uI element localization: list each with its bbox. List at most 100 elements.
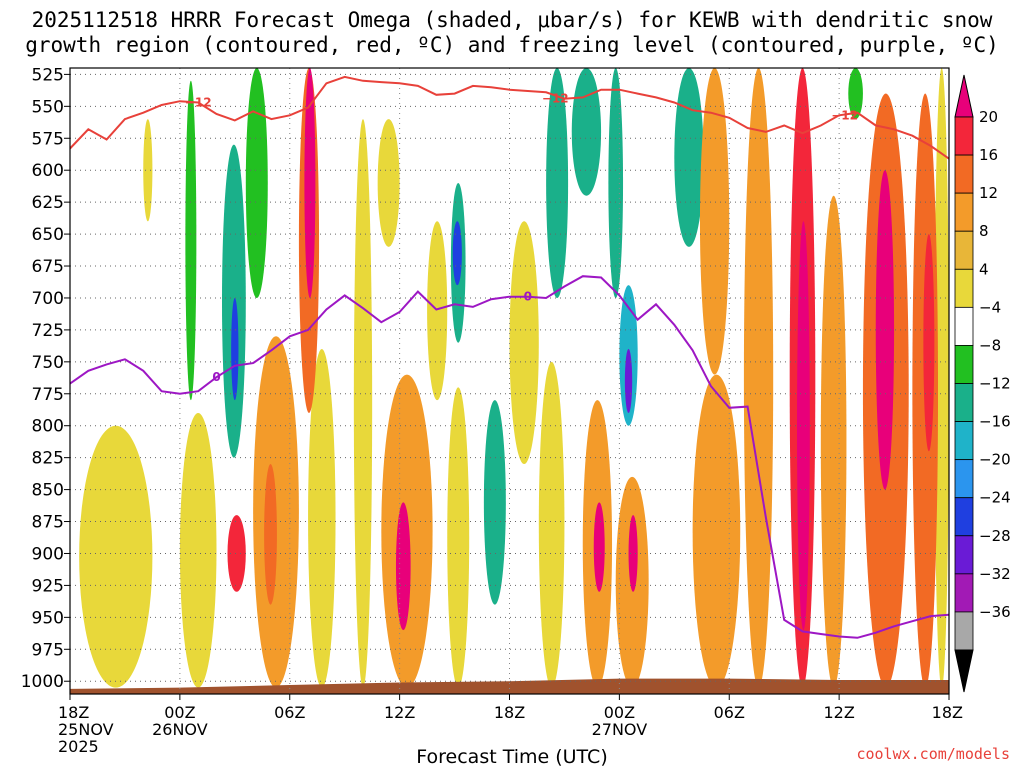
omega-cell [692,374,741,688]
colorbar-top-arrow [954,74,974,118]
omega-cell [628,515,638,592]
omega-cell [546,68,569,298]
omega-cell [264,464,277,605]
y-tick-label: 600 [32,161,64,181]
colorbar-swatch [954,459,974,499]
colorbar-label: −28 [979,527,1011,545]
omega-cell [538,361,565,688]
y-tick-label: 650 [32,225,64,245]
omega-cell [452,221,462,286]
colorbar-bottom-arrow [954,649,974,693]
colorbar-swatch [954,268,974,308]
omega-cell [934,68,949,688]
colorbar-swatch [954,383,974,422]
colorbar-swatch [954,154,974,194]
colorbar-swatch [954,116,974,156]
omega-cell [608,68,624,298]
dendritic-growth-contour [70,75,949,160]
omega-cell [509,221,539,465]
omega-cell [308,349,336,688]
chart-title-line-2: growth region (contoured, red, ºC) and f… [25,33,999,57]
x-tick-label: 12Z [384,703,415,722]
freezing-contour-label: 0 [212,370,220,384]
omega-cell [245,68,268,298]
colorbar-swatch [954,192,974,232]
colorbar-swatch [954,535,974,575]
x-tick-date: 27NOV [592,720,648,739]
colorbar-label: −12 [979,375,1011,393]
omega-cell [624,349,633,413]
dgz-contour-label: −12 [831,108,858,122]
y-tick-label: 850 [32,481,64,501]
x-tick-label: 18Z [932,703,963,722]
colorbar-swatch [954,306,974,346]
omega-cell [304,68,316,298]
freezing-level-contour [70,275,949,639]
omega-cell [848,68,863,120]
dgz-contour-label: −12 [185,95,212,109]
colorbar-label: −24 [979,489,1011,507]
y-tick-label: 750 [32,353,64,373]
omega-cell [571,68,602,196]
y-tick-label: 775 [32,385,64,405]
y-tick-label: 1000 [21,672,64,692]
omega-cell [427,221,448,401]
colorbar-swatch [954,573,974,613]
colorbar-label: −20 [979,451,1011,469]
y-tick-label: 550 [32,97,64,117]
terrain-surface [70,678,949,694]
omega-cell [179,412,217,688]
x-tick-label: 18Z [494,703,525,722]
colorbar-label: −8 [979,336,1001,354]
omega-cell [79,425,153,688]
x-tick-label: 12Z [823,703,854,722]
x-tick-date: 26NOV [152,720,208,739]
y-tick-label: 675 [32,257,64,277]
x-tick-date: 25NOV [58,720,114,739]
freezing-contour-label: 0 [524,290,532,304]
y-tick-label: 575 [32,129,64,149]
omega-cell [143,119,153,222]
colorbar-swatch [954,497,974,537]
colorbar-swatch [954,421,974,461]
colorbar-label: 20 [979,108,998,126]
x-tick-label: 06Z [274,703,305,722]
x-tick-label: 00Z [604,703,635,722]
y-tick-label: 975 [32,640,64,660]
omega-cell [699,68,730,375]
colorbar-label: −16 [979,413,1011,431]
omega-cell [674,68,704,247]
x-tick-label: 06Z [714,703,745,722]
x-axis-title: Forecast Time (UTC) [416,746,608,768]
colorbar-label: −4 [979,298,1001,316]
omega-cell [483,400,506,605]
omega-cell [185,80,197,401]
y-tick-label: 875 [32,513,64,533]
omega-cell [447,387,470,688]
y-tick-label: 925 [32,576,64,596]
omega-cell [353,119,373,688]
omega-cell [923,234,935,452]
omega-cell [875,170,895,490]
x-tick-label: 00Z [164,703,195,722]
credit-link[interactable]: coolwx.com/models [856,745,1010,763]
colorbar-label: 4 [979,260,989,278]
omega-cell [820,195,847,688]
y-tick-label: 625 [32,193,64,213]
colorbar-label: −32 [979,565,1011,583]
x-tick-year: 2025 [58,737,99,756]
omega-cell [593,502,605,592]
colorbar-swatch [954,611,974,651]
omega-cell [227,515,246,592]
colorbar-label: 8 [979,222,989,240]
y-tick-label: 950 [32,608,64,628]
colorbar-swatch [954,345,974,384]
colorbar-label: 16 [979,146,998,164]
omega-cell [395,502,411,631]
x-tick-label: 18Z [58,703,89,722]
colorbar-label: −36 [979,603,1011,621]
y-tick-label: 700 [32,289,64,309]
y-tick-label: 525 [32,65,64,85]
colorbar-swatch [954,230,974,270]
